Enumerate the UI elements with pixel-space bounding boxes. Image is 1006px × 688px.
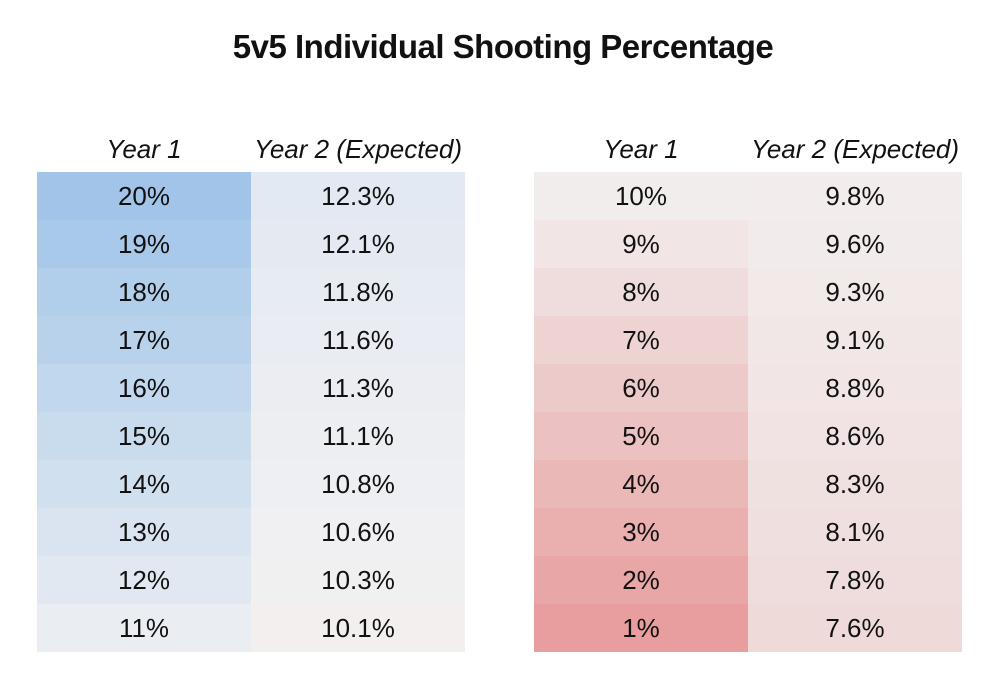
cell-year2: 10.6%: [251, 508, 465, 556]
table-row: 1% 7.6%: [534, 604, 962, 652]
table-row: 6% 8.8%: [534, 364, 962, 412]
cell-year2: 11.3%: [251, 364, 465, 412]
cell-year1: 10%: [534, 172, 748, 220]
table-row: 13% 10.6%: [37, 508, 465, 556]
cell-year2: 10.1%: [251, 604, 465, 652]
table-row: 8% 9.3%: [534, 268, 962, 316]
cell-year1: 11%: [37, 604, 251, 652]
cell-year2: 8.6%: [748, 412, 962, 460]
header-year1: Year 1: [603, 133, 679, 164]
heat-table-low: Year 1 Year 2 (Expected) 10% 9.8% 9% 9.6% 8%…: [534, 126, 962, 652]
cell-year2: 7.8%: [748, 556, 962, 604]
table-row: 7% 9.1%: [534, 316, 962, 364]
cell-year1: 18%: [37, 268, 251, 316]
table-body: 10% 9.8% 9% 9.6% 8% 9.3% 7% 9.1% 6% 8.8% 5% 8.6% 4% 8…: [534, 172, 962, 652]
table-row: 4% 8.3%: [534, 460, 962, 508]
cell-year1: 14%: [37, 460, 251, 508]
table-row: 3% 8.1%: [534, 508, 962, 556]
cell-year1: 2%: [534, 556, 748, 604]
cell-year2: 8.8%: [748, 364, 962, 412]
cell-year2: 11.1%: [251, 412, 465, 460]
cell-year1: 20%: [37, 172, 251, 220]
table-row: 17% 11.6%: [37, 316, 465, 364]
cell-year2: 11.6%: [251, 316, 465, 364]
header-year2: Year 2 (Expected): [750, 133, 960, 164]
chart-title: 5v5 Individual Shooting Percentage: [232, 28, 774, 65]
table-row: 15% 11.1%: [37, 412, 465, 460]
cell-year1: 1%: [534, 604, 748, 652]
cell-year2: 11.8%: [251, 268, 465, 316]
table-header: Year 1 Year 2 (Expected): [37, 126, 465, 172]
cell-year2: 8.3%: [748, 460, 962, 508]
table-row: 2% 7.8%: [534, 556, 962, 604]
cell-year1: 9%: [534, 220, 748, 268]
header-year1: Year 1: [106, 133, 182, 164]
cell-year1: 7%: [534, 316, 748, 364]
table-row: 16% 11.3%: [37, 364, 465, 412]
table-row: 14% 10.8%: [37, 460, 465, 508]
cell-year1: 12%: [37, 556, 251, 604]
cell-year1: 16%: [37, 364, 251, 412]
cell-year2: 9.3%: [748, 268, 962, 316]
header-year2: Year 2 (Expected): [253, 133, 463, 164]
cell-year1: 19%: [37, 220, 251, 268]
table-row: 18% 11.8%: [37, 268, 465, 316]
cell-year1: 17%: [37, 316, 251, 364]
table-header: Year 1 Year 2 (Expected): [534, 126, 962, 172]
table-row: 11% 10.1%: [37, 604, 465, 652]
cell-year2: 9.6%: [748, 220, 962, 268]
table-row: 19% 12.1%: [37, 220, 465, 268]
cell-year1: 6%: [534, 364, 748, 412]
cell-year1: 5%: [534, 412, 748, 460]
cell-year2: 12.3%: [251, 172, 465, 220]
table-row: 20% 12.3%: [37, 172, 465, 220]
table-row: 9% 9.6%: [534, 220, 962, 268]
cell-year2: 12.1%: [251, 220, 465, 268]
cell-year2: 8.1%: [748, 508, 962, 556]
cell-year1: 13%: [37, 508, 251, 556]
cell-year2: 9.1%: [748, 316, 962, 364]
cell-year1: 8%: [534, 268, 748, 316]
table-row: 12% 10.3%: [37, 556, 465, 604]
cell-year1: 3%: [534, 508, 748, 556]
table-row: 5% 8.6%: [534, 412, 962, 460]
table-row: 10% 9.8%: [534, 172, 962, 220]
cell-year2: 10.3%: [251, 556, 465, 604]
cell-year1: 4%: [534, 460, 748, 508]
cell-year2: 10.8%: [251, 460, 465, 508]
cell-year1: 15%: [37, 412, 251, 460]
heat-table-high: Year 1 Year 2 (Expected) 20% 12.3% 19% 12.1…: [37, 126, 465, 652]
cell-year2: 7.6%: [748, 604, 962, 652]
table-body: 20% 12.3% 19% 12.1% 18% 11.8% 17% 11.6% 16% 11.3%…: [37, 172, 465, 652]
cell-year2: 9.8%: [748, 172, 962, 220]
